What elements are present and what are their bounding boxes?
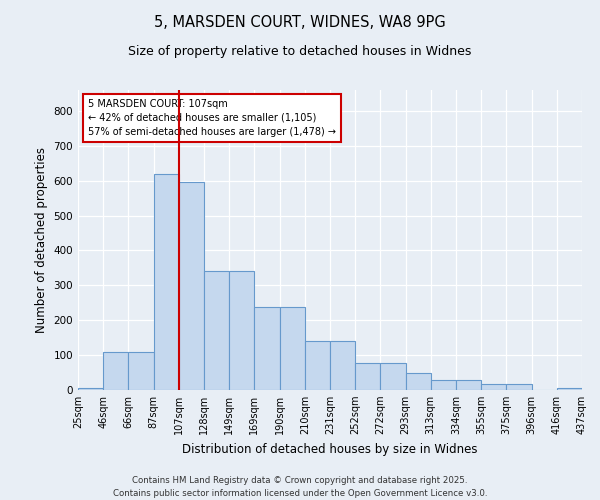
Bar (103, 352, 128, 390)
Bar (456, 380, 481, 390)
Bar (254, 307, 280, 390)
Text: 5, MARSDEN COURT, WIDNES, WA8 9PG: 5, MARSDEN COURT, WIDNES, WA8 9PG (154, 15, 446, 30)
Y-axis label: Number of detached properties: Number of detached properties (35, 147, 48, 333)
Text: 5 MARSDEN COURT: 107sqm
← 42% of detached houses are smaller (1,105)
57% of semi: 5 MARSDEN COURT: 107sqm ← 42% of detache… (88, 99, 336, 137)
Bar (506, 384, 532, 390)
Bar (406, 372, 431, 390)
Bar (280, 307, 305, 390)
Bar (229, 272, 254, 390)
Bar (380, 363, 406, 390)
Bar (481, 384, 506, 390)
Bar (330, 341, 355, 390)
Bar (305, 341, 330, 390)
Bar (557, 388, 582, 390)
Bar (78, 388, 103, 390)
X-axis label: Distribution of detached houses by size in Widnes: Distribution of detached houses by size … (182, 442, 478, 456)
Bar (154, 174, 179, 390)
Bar (204, 272, 229, 390)
Bar (179, 182, 204, 390)
Text: Contains HM Land Registry data © Crown copyright and database right 2025.
Contai: Contains HM Land Registry data © Crown c… (113, 476, 487, 498)
Text: Size of property relative to detached houses in Widnes: Size of property relative to detached ho… (128, 45, 472, 58)
Bar (431, 380, 456, 390)
Bar (355, 363, 380, 390)
Bar (128, 352, 154, 390)
